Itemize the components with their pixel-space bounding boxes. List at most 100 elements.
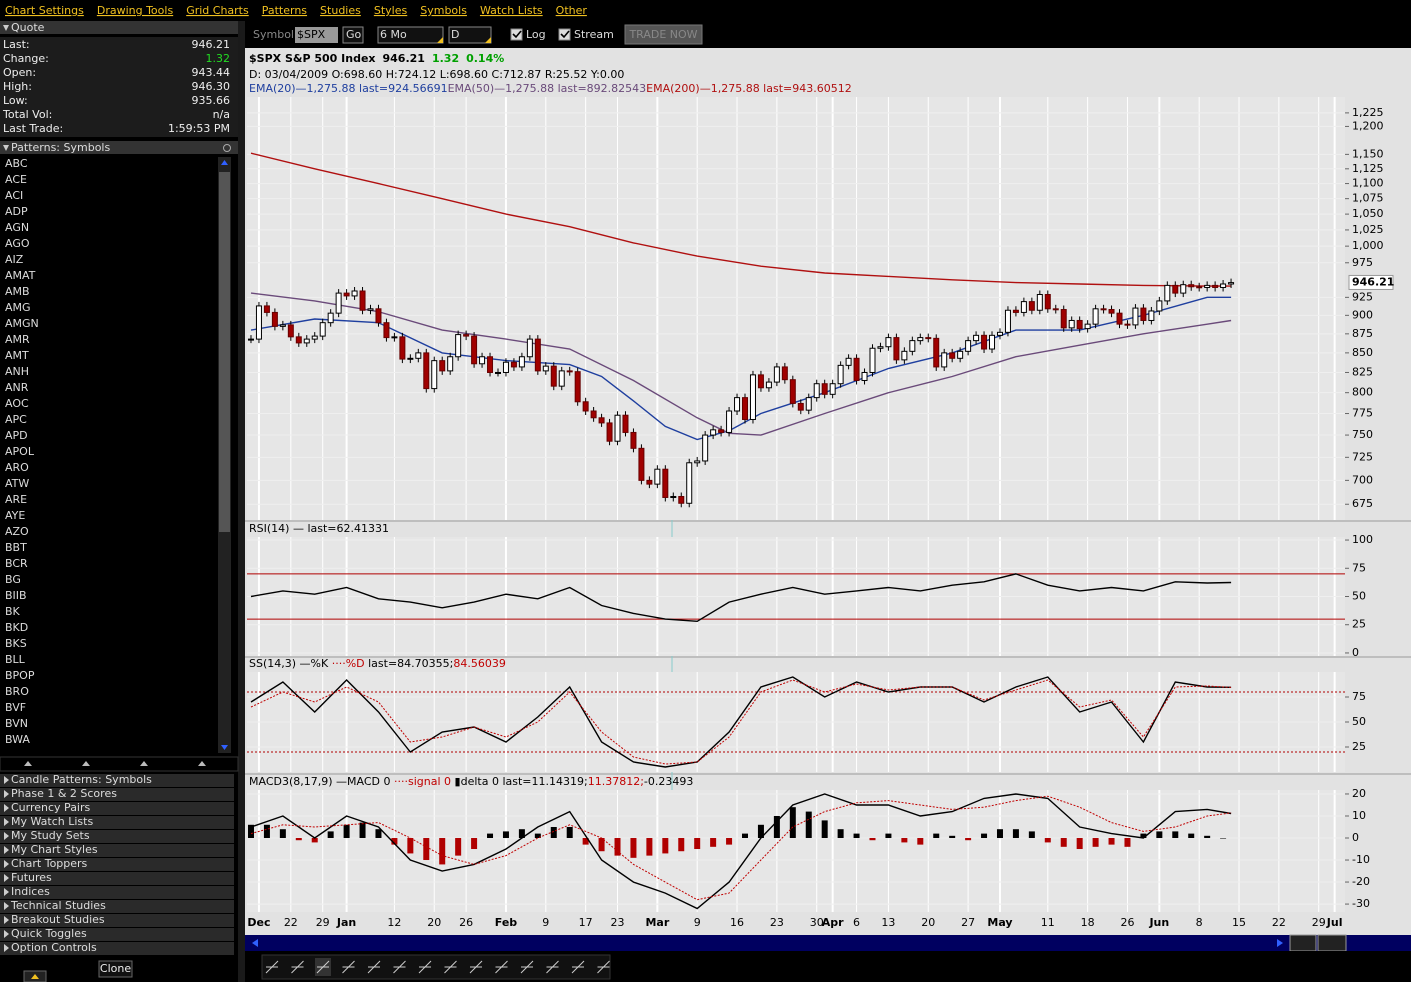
patterns-option[interactable] xyxy=(223,144,231,152)
section-header xyxy=(0,774,234,787)
menu-item[interactable]: Other xyxy=(556,4,588,17)
symbol-item[interactable]: BPOP xyxy=(5,669,35,682)
section-title[interactable]: Chart Toppers xyxy=(11,857,88,870)
draw-tool-icon xyxy=(469,960,483,974)
list-nav[interactable] xyxy=(82,761,90,766)
menu-item[interactable]: Symbols xyxy=(420,4,467,17)
symbol-item[interactable]: APOL xyxy=(5,445,35,458)
symbol-item[interactable]: AMGN xyxy=(5,317,39,330)
symbol-item[interactable]: ACE xyxy=(5,173,27,186)
symbol-item[interactable]: ABC xyxy=(5,157,28,170)
symbol-item[interactable]: AMG xyxy=(5,301,31,314)
symbol-item[interactable]: ARO xyxy=(5,461,29,474)
interval-select[interactable] xyxy=(448,26,492,44)
symbol-item[interactable]: AIZ xyxy=(5,253,24,266)
toggle-arrow[interactable] xyxy=(4,916,9,924)
checkbox[interactable] xyxy=(558,28,571,41)
list-nav[interactable] xyxy=(24,761,32,766)
symbol-item[interactable]: AMB xyxy=(5,285,30,298)
candle xyxy=(949,352,956,359)
zoom-out[interactable] xyxy=(1317,934,1347,952)
menu-item[interactable]: Styles xyxy=(374,4,408,17)
section-title[interactable]: Quick Toggles xyxy=(11,927,87,940)
section-title[interactable]: Breakout Studies xyxy=(11,913,105,926)
toggle-arrow[interactable] xyxy=(4,930,9,938)
symbol-item[interactable]: APD xyxy=(5,429,28,442)
symbol-item[interactable]: BVF xyxy=(5,701,26,714)
section-title[interactable]: Option Controls xyxy=(11,941,97,954)
symbol-item[interactable]: ANR xyxy=(5,381,29,394)
symbol-item[interactable]: ARE xyxy=(5,493,27,506)
toggle-arrow[interactable] xyxy=(4,776,9,784)
section-title[interactable]: Futures xyxy=(11,871,52,884)
symbol-item[interactable]: BRO xyxy=(5,685,29,698)
section-title[interactable]: My Watch Lists xyxy=(11,815,93,828)
symbol-item[interactable]: AGN xyxy=(5,221,29,234)
section-title[interactable]: My Study Sets xyxy=(11,829,90,842)
symbol-item[interactable]: AZO xyxy=(5,525,29,538)
toggle-arrow[interactable] xyxy=(4,888,9,896)
menu-item[interactable]: Chart Settings xyxy=(5,4,84,17)
clone-button[interactable] xyxy=(98,960,133,978)
toggle-arrow[interactable] xyxy=(4,790,9,798)
symbol-item[interactable]: AMAT xyxy=(5,269,36,282)
symbol-item[interactable]: BIIB xyxy=(5,589,27,602)
symbol-item[interactable]: BVN xyxy=(5,717,28,730)
toggle-arrow[interactable] xyxy=(3,25,9,31)
section-title[interactable]: Phase 1 & 2 Scores xyxy=(11,787,117,800)
symbol-input[interactable] xyxy=(295,27,338,43)
scrollbar[interactable] xyxy=(245,935,1411,951)
trade-button[interactable] xyxy=(624,24,703,45)
symbol-item[interactable]: BG xyxy=(5,573,21,586)
section-title[interactable]: Indices xyxy=(11,885,50,898)
toggle-arrow[interactable] xyxy=(3,145,9,151)
go-button[interactable] xyxy=(342,26,364,44)
scroll-up[interactable] xyxy=(221,160,228,165)
symbol-item[interactable]: APC xyxy=(5,413,27,426)
scroll-left[interactable] xyxy=(252,939,258,947)
symbol-item[interactable]: BLL xyxy=(5,653,26,666)
toggle-arrow[interactable] xyxy=(4,818,9,826)
symbol-item[interactable]: ANH xyxy=(5,365,29,378)
scroll-right[interactable] xyxy=(1277,939,1283,947)
toggle-arrow[interactable] xyxy=(4,860,9,868)
menu-item[interactable]: Patterns xyxy=(262,4,308,17)
section-title[interactable]: My Chart Styles xyxy=(11,843,98,856)
toggle-arrow[interactable] xyxy=(4,902,9,910)
toggle-arrow[interactable] xyxy=(4,804,9,812)
symbol-item[interactable]: AMR xyxy=(5,333,30,346)
toggle-arrow[interactable] xyxy=(4,874,9,882)
candle xyxy=(981,334,988,350)
toggle-arrow[interactable] xyxy=(4,846,9,854)
symbol-item[interactable]: BCR xyxy=(5,557,28,570)
symbol-item[interactable]: AGO xyxy=(5,237,30,250)
period-select[interactable] xyxy=(377,26,444,44)
symbol-item[interactable]: AYE xyxy=(5,509,25,522)
symbol-item[interactable]: BBT xyxy=(5,541,27,554)
section-title[interactable]: Currency Pairs xyxy=(11,801,91,814)
symbol-item[interactable]: BWA xyxy=(5,733,30,746)
list-scroll-thumb[interactable] xyxy=(219,172,230,532)
menu-item[interactable]: Drawing Tools xyxy=(97,4,174,17)
symbol-item[interactable]: AOC xyxy=(5,397,29,410)
list-nav[interactable] xyxy=(140,761,148,766)
menu-item[interactable]: Grid Charts xyxy=(186,4,249,17)
section-title[interactable]: Technical Studies xyxy=(10,899,106,912)
menu-item[interactable]: Watch Lists xyxy=(480,4,543,17)
checkbox[interactable] xyxy=(510,28,523,41)
list-nav[interactable] xyxy=(198,761,206,766)
symbol-item[interactable]: BK xyxy=(5,605,21,618)
symbol-item[interactable]: BKS xyxy=(5,637,27,650)
symbol-item[interactable]: ADP xyxy=(5,205,28,218)
quote-value: 935.66 xyxy=(192,94,231,107)
toggle-arrow[interactable] xyxy=(4,832,9,840)
zoom-in[interactable] xyxy=(1289,934,1317,952)
section-title[interactable]: Candle Patterns: Symbols xyxy=(11,773,152,786)
menu-item[interactable]: Studies xyxy=(320,4,361,17)
symbol-item[interactable]: BKD xyxy=(5,621,28,634)
scroll-down[interactable] xyxy=(221,745,228,750)
toggle-arrow[interactable] xyxy=(4,944,9,952)
symbol-item[interactable]: AMT xyxy=(5,349,29,362)
symbol-item[interactable]: ATW xyxy=(5,477,29,490)
symbol-item[interactable]: ACI xyxy=(5,189,23,202)
